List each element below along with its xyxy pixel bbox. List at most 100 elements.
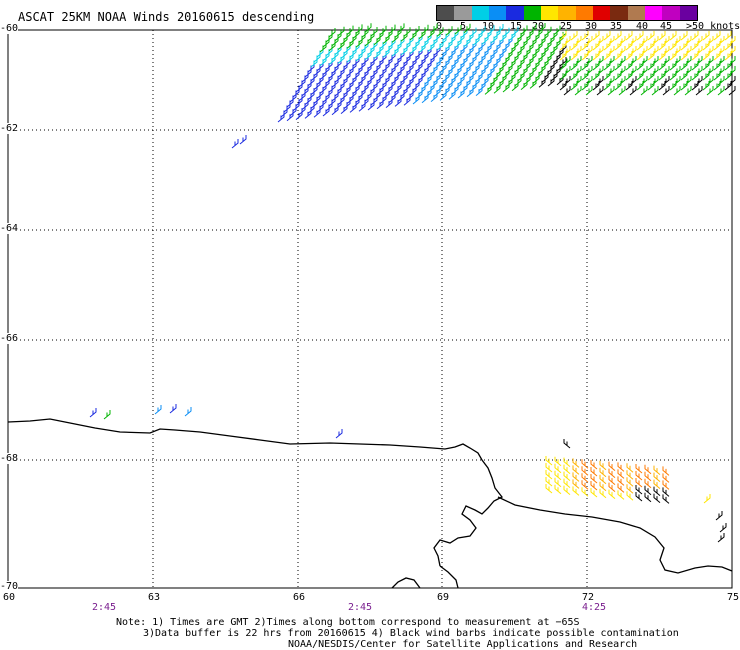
wind-barb (599, 467, 607, 478)
wind-barb (496, 24, 504, 34)
scale-label: 20 (532, 21, 545, 32)
wind-barb (295, 110, 303, 120)
wind-barb (653, 493, 661, 503)
wind-barb (651, 56, 659, 66)
scale-swatch (627, 6, 645, 20)
scale-label: 25 (560, 21, 573, 32)
wind-barb (695, 46, 703, 56)
wind-barb (625, 51, 633, 61)
wind-barb (599, 481, 607, 492)
wind-barb (487, 25, 495, 35)
wind-barb (304, 109, 312, 119)
wind-barb (717, 56, 725, 66)
antarctic-coastline-west (7, 418, 503, 567)
wind-barb (614, 71, 622, 81)
wind-barb (702, 71, 710, 81)
wind-barb (653, 472, 661, 482)
wind-barb (706, 66, 714, 76)
wind-barb (680, 71, 688, 81)
wind-barb (367, 101, 375, 111)
wind-barb (703, 494, 711, 504)
wind-barb (640, 66, 648, 76)
longitude-label: 72 (582, 592, 595, 603)
wind-barb (662, 56, 670, 66)
wind-barb (607, 66, 615, 76)
wind-barb (559, 61, 567, 71)
wind-barb (636, 41, 644, 51)
wind-barb (581, 459, 589, 469)
wind-barb (590, 474, 598, 484)
wind-barb (702, 81, 710, 91)
wind-barb (618, 86, 626, 96)
wind-barb (724, 71, 732, 81)
scale-swatch (575, 6, 593, 20)
wind-barb (559, 41, 567, 51)
wind-barb (570, 71, 578, 81)
scale-swatch (662, 6, 680, 20)
scale-label: 5 (460, 21, 467, 32)
wind-barb (596, 86, 604, 96)
wind-barb (695, 66, 703, 76)
wind-barb (328, 28, 336, 38)
wind-barb (662, 46, 670, 56)
wind-barb (651, 86, 659, 96)
wind-barb (713, 71, 721, 81)
wind-barb (154, 405, 162, 415)
wind-barb (647, 71, 655, 81)
wind-barb (635, 464, 643, 474)
wind-barb (412, 26, 420, 36)
wind-barb (231, 139, 239, 149)
wind-barb (717, 533, 725, 543)
wind-barb (614, 81, 622, 91)
wind-barb (635, 478, 643, 488)
wind-barb (724, 41, 732, 51)
wind-barb (553, 25, 561, 35)
wind-barb (581, 81, 589, 91)
page-title: ASCAT 25KM NOAA Winds 20160615 descendin… (18, 10, 315, 24)
wind-barb (691, 51, 699, 61)
wind-barb (520, 25, 528, 35)
wind-barb (647, 61, 655, 71)
wind-barb (719, 523, 727, 533)
wind-barb (617, 490, 625, 500)
wind-barb (713, 41, 721, 51)
wind-barb (618, 66, 626, 76)
scale-swatch (488, 6, 507, 20)
wind-barb (662, 466, 670, 476)
wind-barb (635, 485, 643, 495)
note-line-1: Note: 1) Times are GMT 2)Times along bot… (116, 617, 580, 628)
wind-barb (559, 81, 567, 91)
wind-barb (184, 407, 192, 417)
wind-barb (644, 464, 652, 475)
wind-barb (454, 25, 462, 35)
wind-barb (617, 469, 625, 479)
scale-swatch (540, 6, 559, 20)
wind-barb (445, 26, 453, 36)
wind-barb (706, 56, 714, 66)
scale-swatch (644, 6, 663, 20)
time-label-3: 4:25 (582, 602, 607, 613)
wind-barb (625, 81, 633, 91)
wind-barb (355, 24, 363, 34)
wind-barb (529, 24, 537, 34)
wind-barb (572, 465, 580, 475)
wind-barb (520, 80, 528, 90)
wind-barb (658, 61, 666, 71)
wind-barb (673, 56, 681, 66)
wind-barb (662, 66, 670, 76)
wind-barb (673, 36, 681, 46)
time-label-1: 2:45 (92, 602, 117, 613)
wind-barb (691, 71, 699, 81)
wind-barb (563, 46, 571, 56)
time-label-2: 2:45 (348, 602, 373, 613)
wind-barb (346, 25, 354, 35)
wind-barb (617, 476, 625, 486)
wind-barb (538, 23, 546, 33)
wind-barb (626, 477, 634, 487)
latitude-label: -62 (0, 123, 19, 134)
wind-barb (644, 478, 652, 489)
wind-barb (629, 66, 637, 76)
wind-barb (572, 479, 580, 489)
wind-barb (599, 474, 607, 485)
